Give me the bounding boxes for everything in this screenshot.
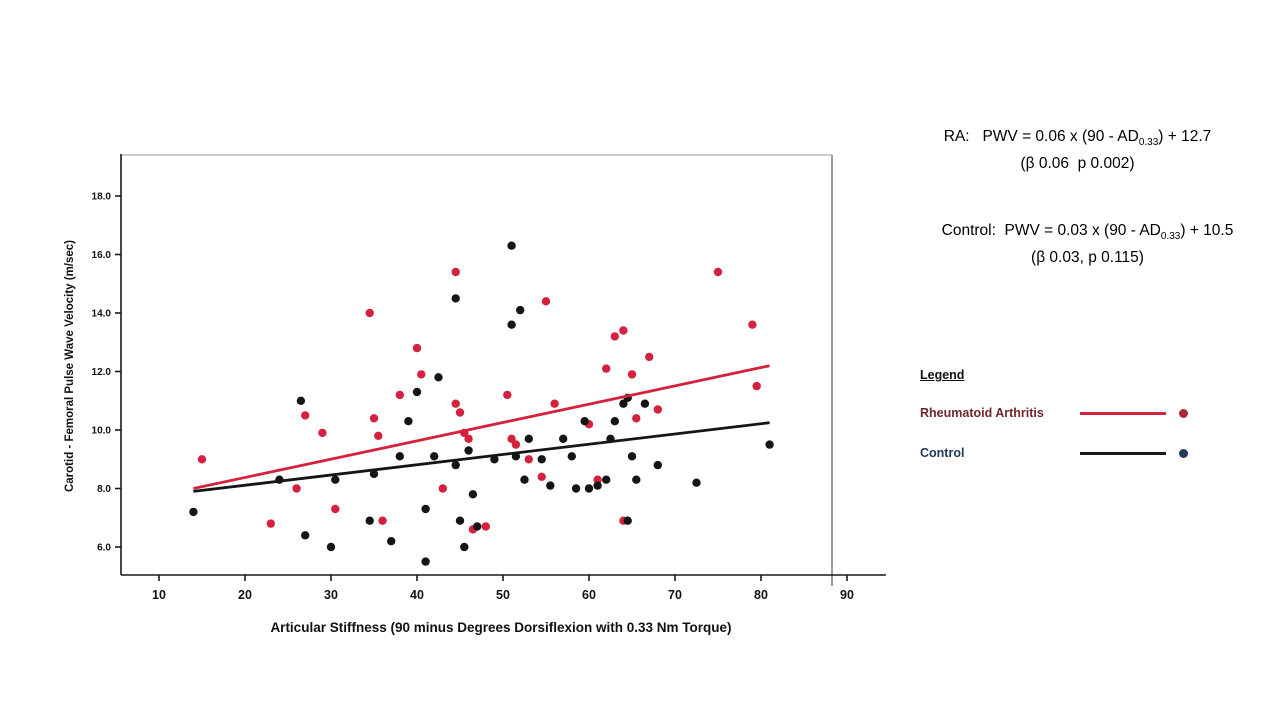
y-tick-label: 6.0 [97,543,111,554]
x-tick-label: 60 [582,588,596,602]
ra-equation-stats: (β 0.06 p 0.002) [1020,155,1135,173]
y-tick-label: 8.0 [97,484,111,495]
legend-label-control: Control [920,446,965,460]
x-tick-label: 40 [410,588,424,602]
control-equation: Control: PWV = 0.03 x (90 - AD0.33) + 10… [900,222,1275,267]
control-equation-text: Control: PWV = 0.03 x (90 - AD0.33) + 10… [900,222,1275,242]
y-tick-label: 18.0 [92,192,112,203]
scatter-plot-area: 10 20 30 40 50 60 70 80 90 18.0 16.0 14.0 12.0 10.0 8.… [92,154,886,602]
ra-equation-suffix: ) + 12.7 [1158,128,1212,145]
scatter-chart: 10 20 30 40 50 60 70 80 90 18.0 16.0 14.0 12.0 10.0 8.… [56,140,896,680]
control-equation-stats: (β 0.03, p 0.115) [1031,249,1144,267]
legend-title: Legend [920,368,965,382]
x-tick-label: 50 [496,588,510,602]
y-tick-label: 12.0 [92,367,112,378]
legend-item-control: Control [920,446,1188,460]
ra-line-swatch [1080,411,1166,415]
control-equation-prefix: Control: PWV = 0.03 x (90 - AD [941,222,1161,239]
ra-trend-line [193,364,770,490]
y-tick-label: 14.0 [92,309,112,320]
control-equation-suffix: ) + 10.5 [1180,222,1234,239]
control-line-swatch [1080,451,1166,455]
y-axis-label: Carotid - Femoral Pulse Wave Velocity (m… [64,239,76,493]
ad-subscript: 0.33 [1138,137,1159,149]
x-axis-label: Articular Stiffness (90 minus Degrees Do… [270,620,732,635]
control-dot-swatch [1179,448,1188,458]
ad-subscript: 0.33 [1160,231,1181,243]
legend: Legend Rheumatoid Arthritis Control [920,368,1188,486]
y-tick-label: 10.0 [92,426,112,437]
ra-equation-prefix: RA: PWV = 0.06 x (90 - AD [943,128,1139,145]
ra-dot-swatch [1179,408,1188,418]
control-trend-line [193,421,770,493]
legend-label-ra: Rheumatoid Arthritis [920,406,1044,420]
ra-points [197,267,761,534]
x-tick-label: 30 [324,588,338,602]
ra-equation-text: RA: PWV = 0.06 x (90 - AD0.33) + 12.7 [895,128,1260,148]
legend-item-ra: Rheumatoid Arthritis [920,406,1188,420]
x-tick-label: 20 [238,588,252,602]
x-tick-label: 10 [152,588,166,602]
y-tick-label: 16.0 [92,250,112,261]
control-points [189,241,774,566]
x-tick-label: 70 [668,588,682,602]
ra-equation: RA: PWV = 0.06 x (90 - AD0.33) + 12.7 (β… [895,128,1260,173]
x-tick-label: 90 [840,588,854,602]
x-tick-label: 80 [754,588,768,602]
